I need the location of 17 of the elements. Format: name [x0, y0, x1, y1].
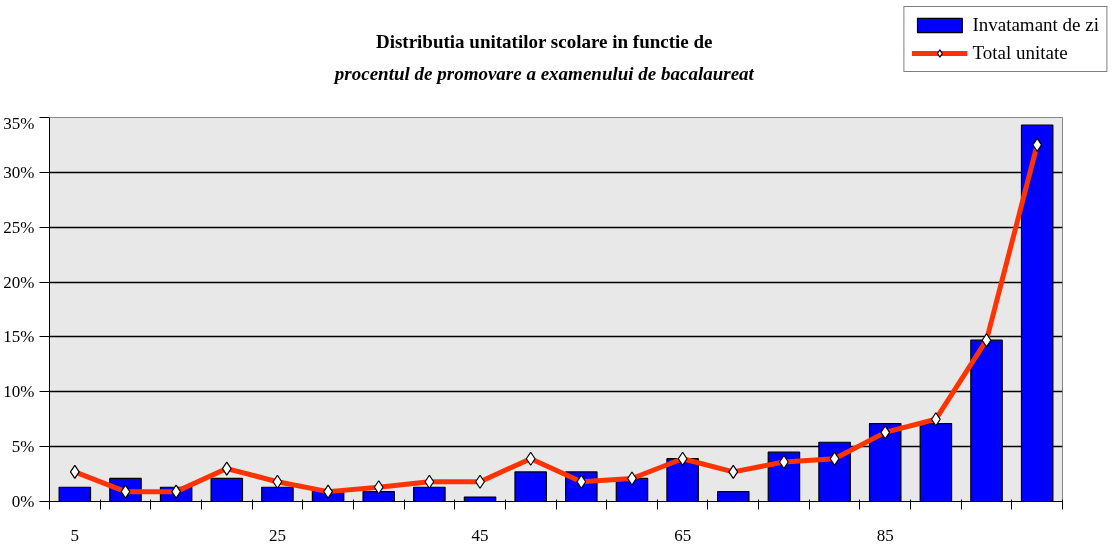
y-tick-label: 20%	[3, 272, 35, 292]
x-tick-label: 65	[674, 525, 692, 545]
x-tick-label: 45	[471, 525, 489, 545]
legend-label: Total unitate	[972, 42, 1068, 64]
y-tick-label: 35%	[3, 113, 35, 133]
y-tick-label: 30%	[3, 162, 35, 182]
x-tick-label: 85	[876, 525, 894, 545]
legend-label: Invatamant de zi	[972, 14, 1099, 36]
y-tick-label: 0%	[11, 492, 35, 511]
y-tick-label: 25%	[3, 217, 35, 237]
y-tick-label: 5%	[11, 437, 35, 457]
chart-title: Distributia unitatilor scolare in functie de	[375, 31, 713, 52]
x-tick-label: 5	[70, 525, 80, 545]
chart-subtitle: procentul de promovare a examenului de bacalaureat	[332, 63, 755, 84]
y-tick-label: 15%	[3, 327, 35, 347]
x-tick-label: 25	[268, 525, 286, 545]
y-tick-label: 10%	[3, 382, 35, 402]
